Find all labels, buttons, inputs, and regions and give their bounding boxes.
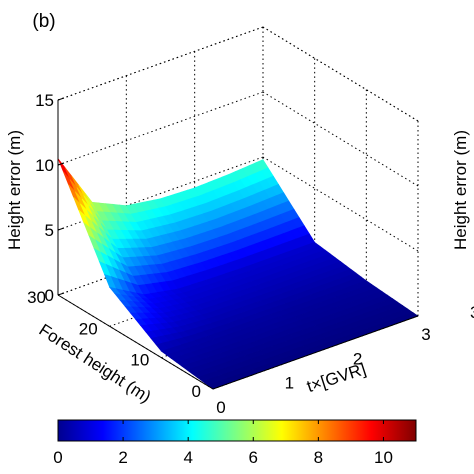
colorbar-gradient: [57, 419, 417, 442]
axes: [57, 97, 419, 390]
z-tick: [57, 162, 65, 166]
colorbar: 0 2 4 6 8 10: [53, 419, 417, 467]
x-tick-label: 0: [216, 398, 225, 417]
x-axis-line: [212, 315, 419, 390]
grid-line: [57, 26, 264, 101]
grid-line: [57, 91, 264, 166]
z-tick-label: 10: [35, 156, 54, 175]
z-tick: [57, 97, 65, 101]
grid-line: [262, 91, 419, 187]
z-tick-label: 5: [45, 221, 54, 240]
colorbar-tick-label: 10: [374, 448, 393, 467]
colorbar-tick-label: 8: [314, 448, 323, 467]
surface: [57, 158, 419, 390]
colorbar-tick-label: 4: [183, 448, 192, 467]
z-axis-title: Height error (m): [5, 130, 24, 250]
colorbar-tick-label: 2: [118, 448, 127, 467]
grid-line: [262, 26, 419, 122]
grid-line: [262, 156, 419, 252]
z-tick: [57, 292, 65, 296]
surface-facet: [57, 158, 71, 180]
y-axis-line: [57, 294, 214, 390]
panel-label: (b): [32, 11, 55, 32]
colorbar-tick-label: 0: [53, 448, 62, 467]
x-tick-label: 1: [285, 374, 294, 393]
x-tick-label: 2: [353, 349, 362, 368]
y-tick-label: 0: [192, 382, 201, 401]
colorbar-tick-label: 6: [249, 448, 258, 467]
y-tick-label: 20: [79, 319, 98, 338]
x-axis-title: t×[GVR]: [304, 359, 368, 396]
z-tick: [57, 227, 65, 231]
y-tick-label: 10: [130, 351, 149, 370]
adjacent-panel-tick: 3: [470, 303, 474, 322]
y-tick-label: 30: [27, 288, 46, 307]
x-tick-label: 3: [421, 325, 430, 344]
z-tick-label: 15: [35, 91, 54, 110]
adjacent-panel-axis-title: Height error (m): [451, 130, 470, 250]
z-tick-label: 0: [45, 286, 54, 305]
